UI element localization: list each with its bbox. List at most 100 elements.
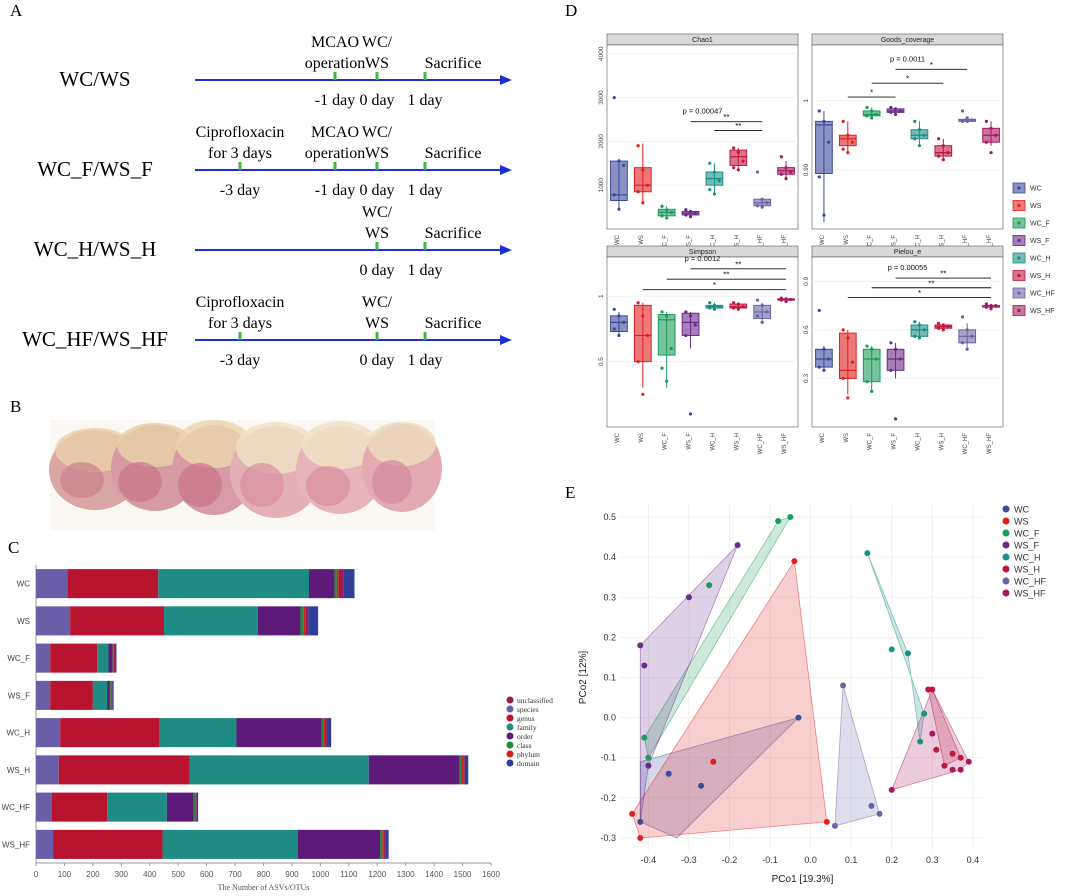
timeline-day-label: 1 day	[407, 262, 442, 279]
stacked-bar-chart: 0 100 200 300 400 500 600 700 800 900 1000 1100 1200…	[2, 565, 553, 892]
facet-title: Pielou_e	[894, 249, 921, 256]
bar-category-label: WC	[17, 580, 31, 589]
pcoa-point-WS_F	[641, 662, 648, 669]
box-point	[684, 310, 688, 314]
facet-x-tick-label: WS	[844, 235, 850, 245]
bar-segment-order	[108, 643, 113, 673]
bar-x-tick-label: 500	[172, 870, 186, 879]
timeline-event-label: Ciprofloxacin	[196, 124, 285, 141]
bar-segment-domain	[385, 829, 389, 859]
box-point	[817, 109, 821, 113]
bar-segment-order	[107, 680, 110, 710]
box-point	[984, 305, 988, 309]
bar-segment-unclassified	[338, 569, 344, 599]
box-body	[681, 312, 700, 336]
box-point	[669, 346, 673, 351]
bar-category-label: WS_H	[7, 766, 30, 775]
box-point	[870, 109, 874, 113]
bar-segment-phylum	[194, 792, 196, 822]
bar-segment-genus	[70, 606, 164, 636]
box-point	[841, 147, 845, 151]
box-point	[708, 161, 712, 165]
pcoa-legend-label: WS_F	[1014, 541, 1040, 551]
facet-x-tick-label: WS_HF	[987, 433, 993, 454]
box-point	[665, 216, 669, 220]
pcoa-legend-swatch	[1002, 565, 1010, 573]
pcoa-x-tick-label: 0.0	[804, 855, 817, 865]
significance-stars: **	[735, 260, 741, 269]
pcoa-legend-swatch	[1002, 553, 1010, 561]
bar-category-label: WC_F	[7, 654, 30, 663]
box-point	[850, 360, 855, 364]
box-point	[760, 197, 764, 201]
bar-segment-phylum	[303, 606, 306, 636]
box-point	[612, 307, 616, 311]
bar-legend-label: unclassified	[517, 696, 553, 705]
facet-x-tick-label: WS_H	[939, 235, 945, 252]
box-point	[660, 214, 664, 218]
significance-stars: **	[723, 271, 729, 280]
pcoa-legend-swatch	[1002, 505, 1010, 513]
bar-segment-species	[36, 680, 51, 710]
bar-segment-family	[189, 755, 369, 785]
bar-segment-domain	[196, 792, 199, 822]
facet-x-tick-label: WS	[639, 235, 645, 245]
significance-stars: *	[918, 289, 921, 298]
bar-segment-phylum	[110, 680, 112, 710]
bar-segment-unclassified	[111, 680, 113, 710]
bar-legend-label: class	[517, 741, 532, 750]
box-point	[913, 137, 917, 141]
pcoa-legend-label: WC	[1014, 505, 1029, 515]
facet-x-tick-label: WC	[820, 234, 826, 245]
pcoa-point-WS	[629, 810, 636, 817]
bar-legend-swatch	[506, 750, 514, 758]
box-point	[708, 301, 712, 305]
box-legend-label: WS_F	[1030, 238, 1049, 245]
box-point	[717, 179, 721, 183]
box-point	[688, 412, 693, 416]
bar-x-axis-label: The Number of ASVs/OTUs	[218, 883, 310, 892]
box-point	[736, 307, 740, 311]
facet-x-tick-label: WS_F	[892, 433, 898, 450]
facet-x-tick-label: WC_HF	[963, 433, 969, 455]
timeline-event-label: WC/	[362, 34, 393, 51]
box-point	[612, 327, 616, 331]
box-point	[960, 315, 965, 319]
panel-label-c: C	[8, 538, 19, 557]
box-point	[755, 204, 760, 208]
box-point	[822, 347, 826, 351]
pcoa-point-WC_H	[921, 710, 928, 717]
pcoa-point-WC_H	[864, 550, 871, 557]
timeline-day-label: 1 day	[407, 182, 442, 199]
box-point	[893, 112, 898, 117]
bar-legend-swatch	[506, 741, 514, 749]
bar-segment-domain	[326, 718, 332, 748]
bar-segment-phylum	[113, 643, 115, 673]
timeline-event-label: for 3 days	[208, 145, 272, 162]
box-point	[994, 133, 998, 137]
box-point	[641, 168, 645, 172]
bar-segment-family	[158, 569, 309, 599]
box-point	[669, 210, 673, 214]
box-point	[822, 368, 826, 372]
box-point	[665, 208, 669, 212]
box-point	[779, 172, 783, 176]
box-point	[617, 314, 621, 318]
facet-x-tick-label: WC_H	[915, 235, 921, 253]
facet-x-tick-label: WS_F	[687, 235, 693, 252]
facet-y-tick-label: 2000	[598, 134, 605, 149]
pcoa-point-WS	[710, 758, 717, 765]
bar-segment-order	[257, 606, 301, 636]
box-point	[736, 168, 740, 172]
pcoa-legend-label: WC_F	[1014, 529, 1040, 539]
box-body	[862, 348, 881, 383]
bar-segment-domain	[308, 606, 319, 636]
pcoa-point-WS_F	[645, 762, 652, 769]
bar-x-tick-label: 300	[115, 870, 129, 879]
box-point	[922, 133, 926, 137]
box-point	[994, 303, 998, 308]
bar-category-label: WC_HF	[2, 803, 31, 812]
box-point	[732, 166, 736, 170]
box-point	[941, 157, 945, 162]
box-legend-point	[1017, 238, 1021, 243]
